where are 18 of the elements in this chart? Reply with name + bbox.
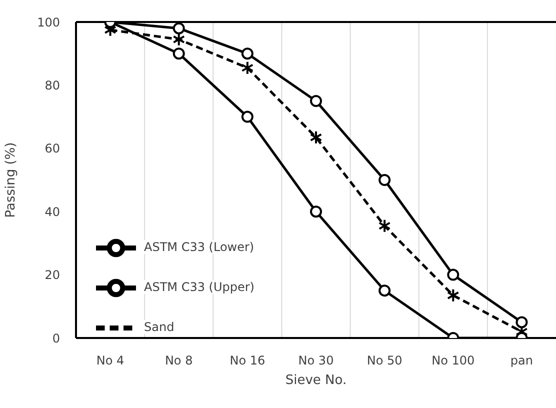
y-tick-label: 0 (52, 331, 60, 346)
legend-label: Sand (144, 320, 174, 334)
y-tick-label: 40 (44, 204, 60, 219)
x-tick-label: pan (510, 354, 534, 368)
x-tick-label: No 16 (230, 354, 266, 368)
y-tick-label: 20 (44, 268, 60, 282)
y-tick-label: 80 (44, 78, 60, 92)
x-tick-label: No 50 (366, 354, 402, 368)
y-tick-label: 100 (37, 15, 60, 30)
y-axis-title: Passing (%) (4, 142, 19, 218)
legend-label: ASTM C33 (Upper) (144, 280, 254, 294)
x-axis-title: Sieve No. (285, 373, 347, 388)
x-tick-label: No 8 (164, 354, 193, 368)
x-tick-label: No 100 (432, 354, 475, 368)
x-tick-label: No 4 (96, 354, 124, 368)
x-tick-label: No 30 (298, 354, 334, 368)
y-tick-label: 60 (44, 142, 60, 156)
legend-label: ASTM C33 (Lower) (144, 240, 254, 254)
